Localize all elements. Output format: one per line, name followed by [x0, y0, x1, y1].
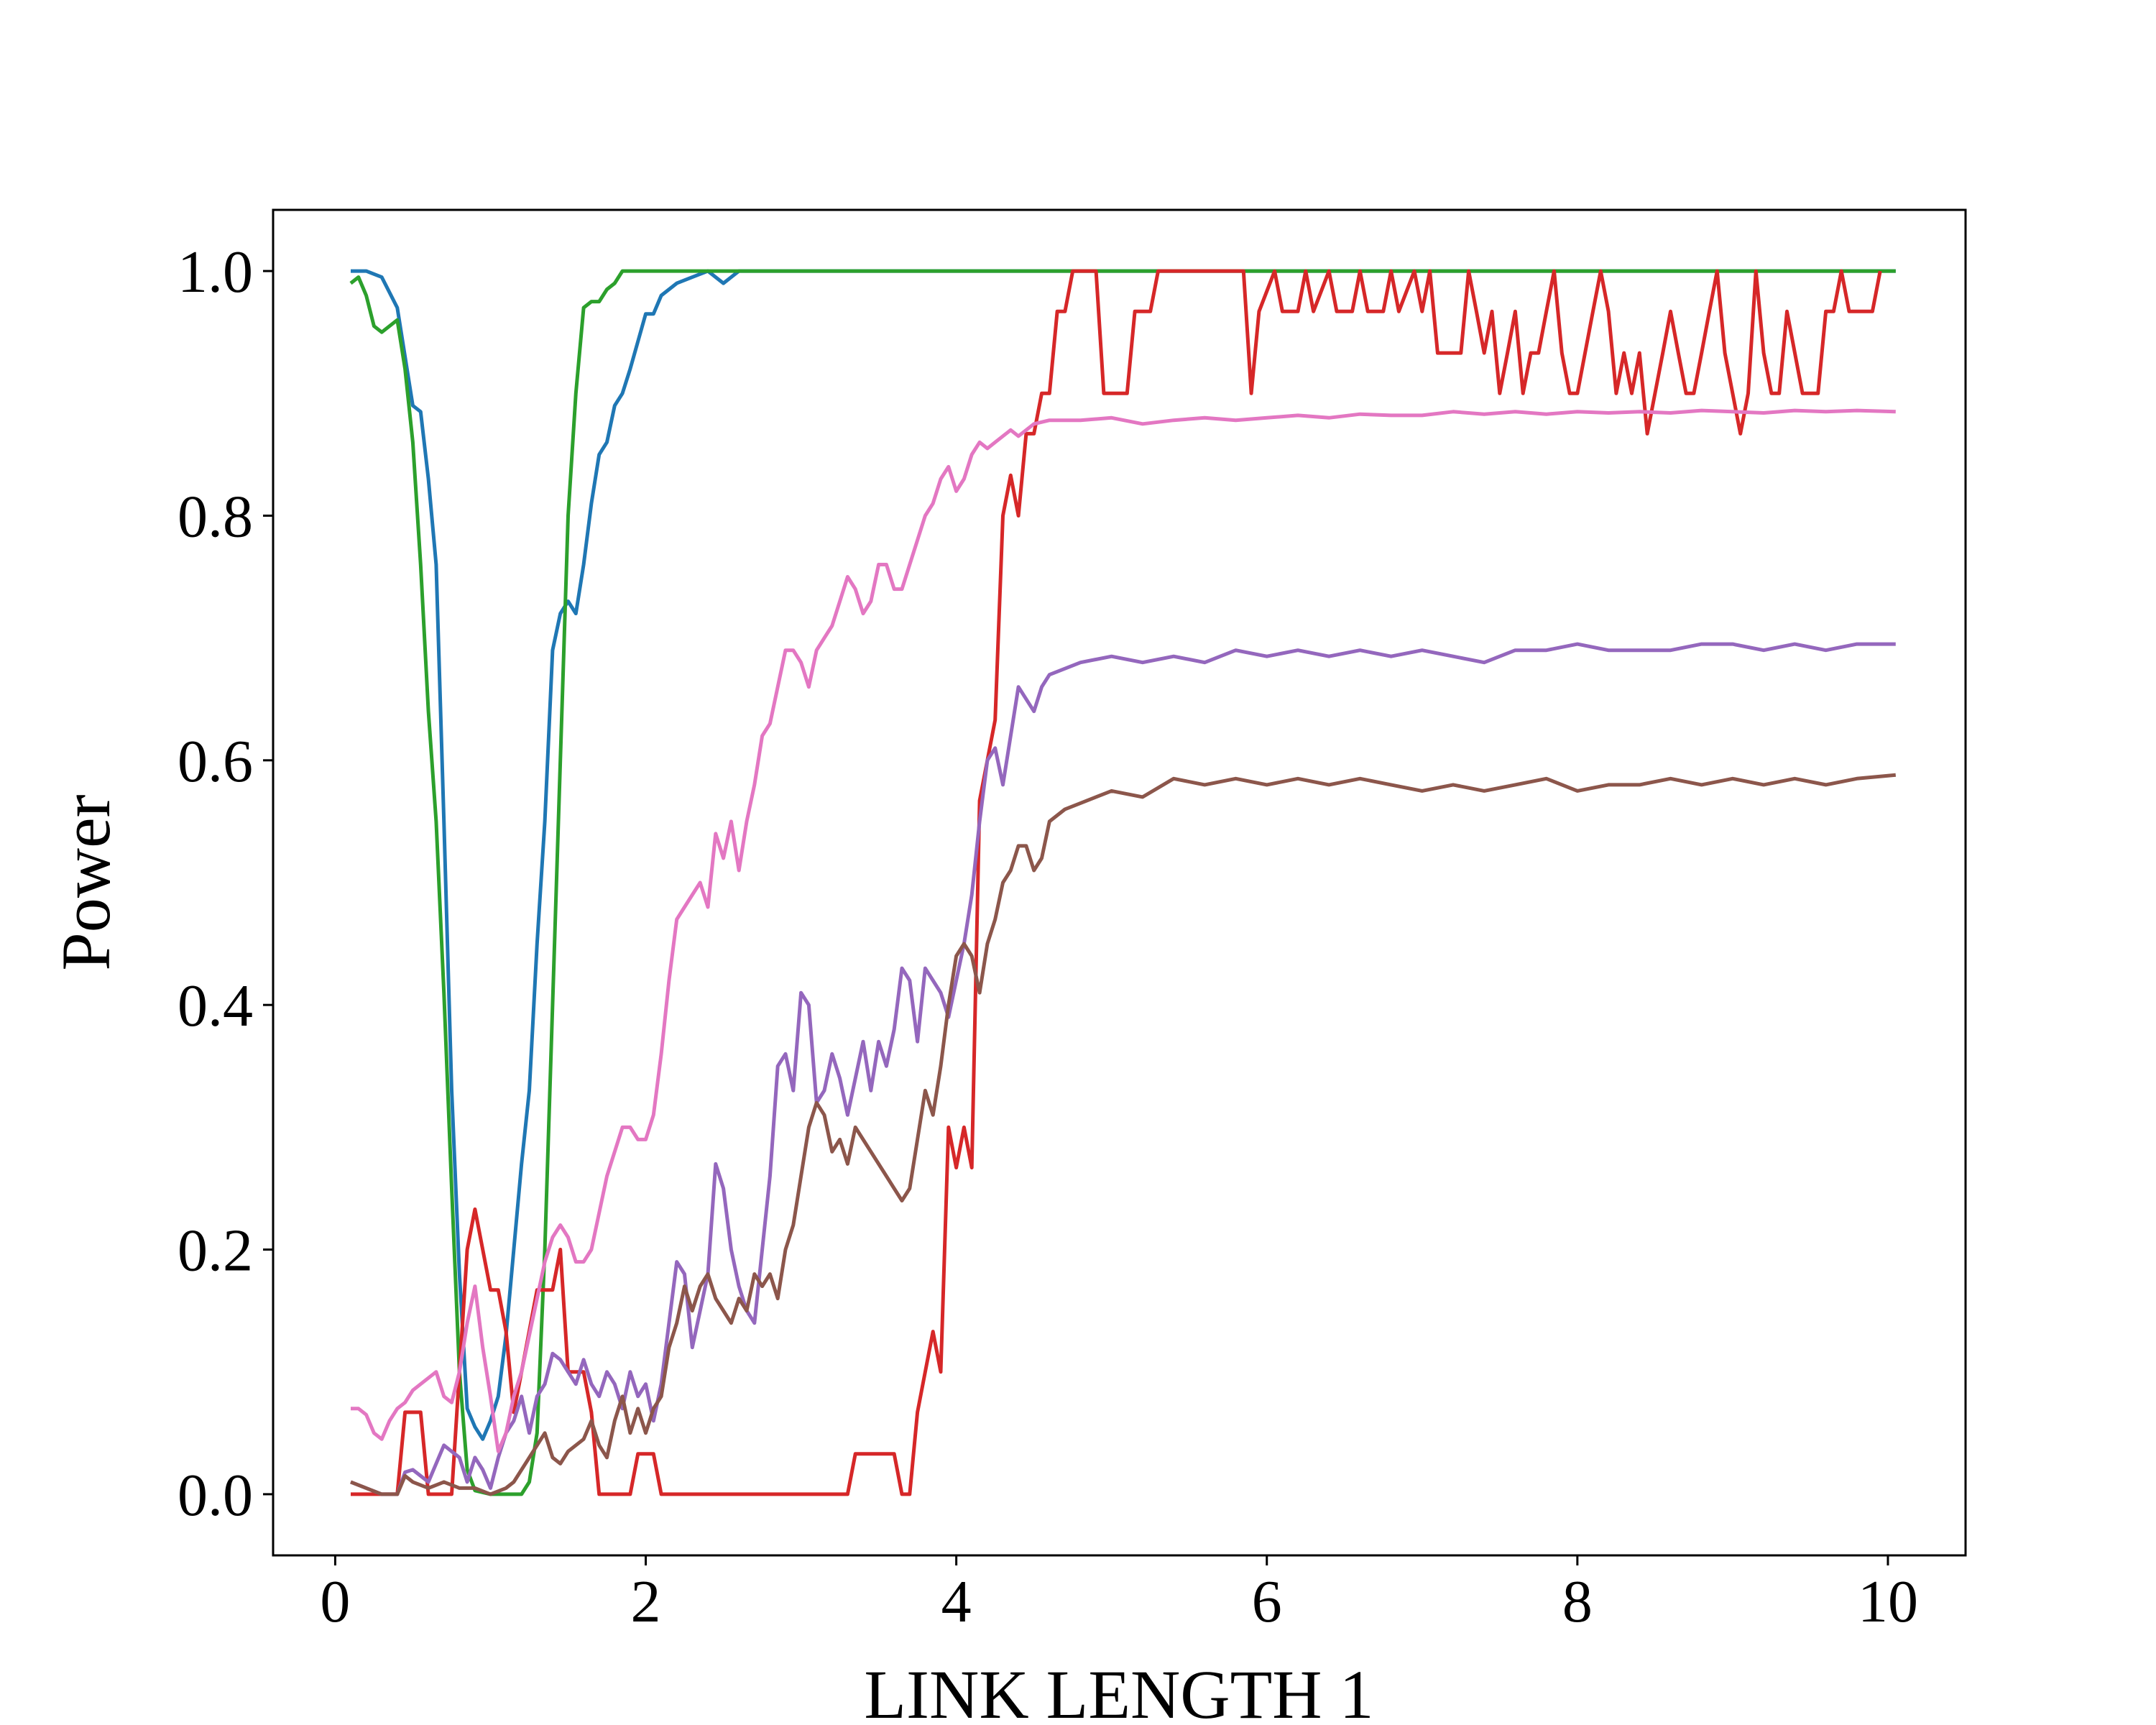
- series-line-3: [351, 269, 1882, 1496]
- y-tick-label: 0.6: [178, 728, 253, 795]
- y-tick-label: 0.2: [178, 1218, 253, 1284]
- y-axis-label: Power: [47, 794, 124, 970]
- y-tick-label: 0.8: [178, 483, 253, 550]
- x-tick-label: 2: [631, 1568, 661, 1635]
- x-axis-label: LINK LENGTH 1: [864, 1656, 1373, 1725]
- y-tick-label: 0.0: [178, 1462, 253, 1529]
- series-line-1: [351, 269, 1896, 1441]
- x-tick-label: 10: [1858, 1568, 1918, 1635]
- series-line-6: [351, 408, 1896, 1453]
- x-tick-label: 4: [941, 1568, 972, 1635]
- x-tick-label: 6: [1252, 1568, 1282, 1635]
- y-tick-label: 1.0: [178, 239, 253, 305]
- y-axis: 0.0 0.2 0.4 0.6 0.8 1.0: [178, 239, 273, 1529]
- y-tick-label: 0.4: [178, 972, 253, 1039]
- plot-frame: [272, 208, 1967, 1557]
- x-tick-label: 0: [320, 1568, 350, 1635]
- x-tick-label: 8: [1562, 1568, 1593, 1635]
- x-axis: 0 2 4 6 8 10: [320, 1555, 1918, 1635]
- series-line-5: [350, 773, 1897, 1496]
- series-layer: [349, 269, 1897, 1496]
- series-line-2: [349, 269, 1896, 1496]
- series-line-4: [350, 642, 1896, 1496]
